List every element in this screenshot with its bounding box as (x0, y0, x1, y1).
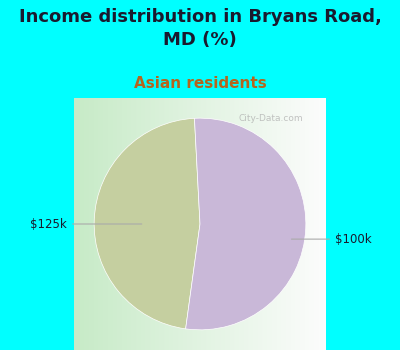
Text: Asian residents: Asian residents (134, 76, 266, 91)
Text: Income distribution in Bryans Road,
MD (%): Income distribution in Bryans Road, MD (… (18, 8, 382, 49)
Text: City-Data.com: City-Data.com (238, 114, 303, 122)
Text: $100k: $100k (292, 233, 372, 246)
Wedge shape (186, 118, 306, 330)
Text: $125k: $125k (30, 217, 142, 231)
Wedge shape (94, 118, 200, 329)
